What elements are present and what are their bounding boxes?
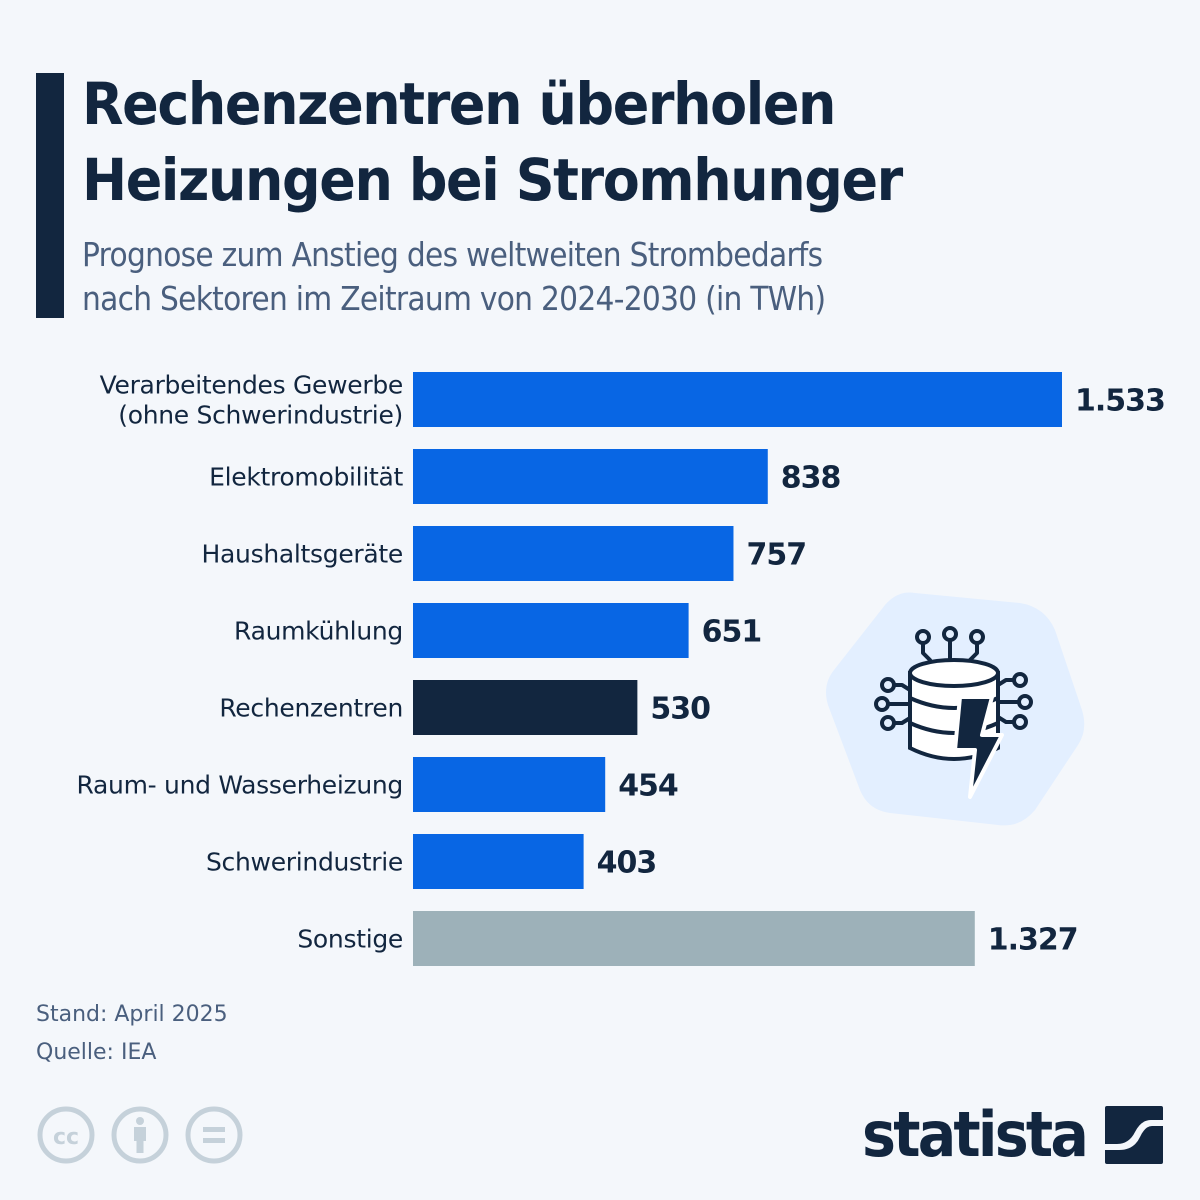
data-center-lightning-icon <box>826 592 1085 826</box>
value-label-5: 454 <box>618 769 678 804</box>
logo-wordmark: statista <box>862 1098 1089 1171</box>
bar-6 <box>413 834 584 889</box>
category-label-0: Verarbeitendes Gewerbe (ohne Schwerindust… <box>100 371 403 430</box>
release-date: Stand: April 2025 <box>36 1002 228 1027</box>
value-label-0: 1.533 <box>1075 384 1165 419</box>
bar-1 <box>413 449 768 504</box>
lightning-bolt <box>953 695 1004 799</box>
value-label-4: 530 <box>650 692 710 727</box>
value-label-6: 403 <box>597 846 657 881</box>
bar-5 <box>413 757 606 812</box>
title-line-1: Rechenzentren überholen <box>82 70 836 138</box>
bar-2 <box>413 526 734 581</box>
value-label-7: 1.327 <box>988 923 1078 958</box>
category-label-4: Rechenzentren <box>219 694 403 723</box>
title-accent-bar <box>36 73 64 318</box>
subtitle-line-2: nach Sektoren im Zeitraum von 2024-2030 … <box>82 279 826 318</box>
by-attribution-icon[interactable] <box>110 1105 170 1165</box>
bar-7 <box>413 911 975 966</box>
subtitle-line-1: Prognose zum Anstieg des weltweiten Stro… <box>82 235 823 274</box>
chart-subtitle: Prognose zum Anstieg des weltweiten Stro… <box>82 233 1072 321</box>
source-note: Quelle: IEA <box>36 1040 157 1065</box>
category-label-6: Schwerindustrie <box>206 848 403 877</box>
chart-title: Rechenzentren überholen Heizungen bei St… <box>82 66 1105 218</box>
category-label-5: Raum- und Wasserheizung <box>77 771 403 800</box>
cc-icon[interactable]: cc <box>36 1105 96 1165</box>
statista-logo-mark-icon <box>1105 1106 1163 1164</box>
bar-3 <box>413 603 689 658</box>
category-label-1: Elektromobilität <box>209 463 403 492</box>
category-label-3: Raumkühlung <box>234 617 403 646</box>
license-icons: cc <box>36 1105 244 1165</box>
value-label-2: 757 <box>746 538 806 573</box>
statista-logo[interactable]: statista <box>862 1098 1163 1171</box>
category-label-7: Sonstige <box>297 925 403 954</box>
bar-0 <box>413 372 1062 427</box>
value-label-3: 651 <box>702 615 762 650</box>
bar-chart: 1.533 Verarbeitendes Gewerbe (ohne Schweri… <box>77 371 1166 966</box>
no-derivatives-icon[interactable] <box>184 1105 244 1165</box>
title-line-2: Heizungen bei Stromhunger <box>82 146 903 214</box>
bar-4 <box>413 680 638 735</box>
category-label-2: Haushaltsgeräte <box>202 540 403 569</box>
svg-text:cc: cc <box>53 1125 79 1150</box>
value-label-1: 838 <box>781 461 841 496</box>
